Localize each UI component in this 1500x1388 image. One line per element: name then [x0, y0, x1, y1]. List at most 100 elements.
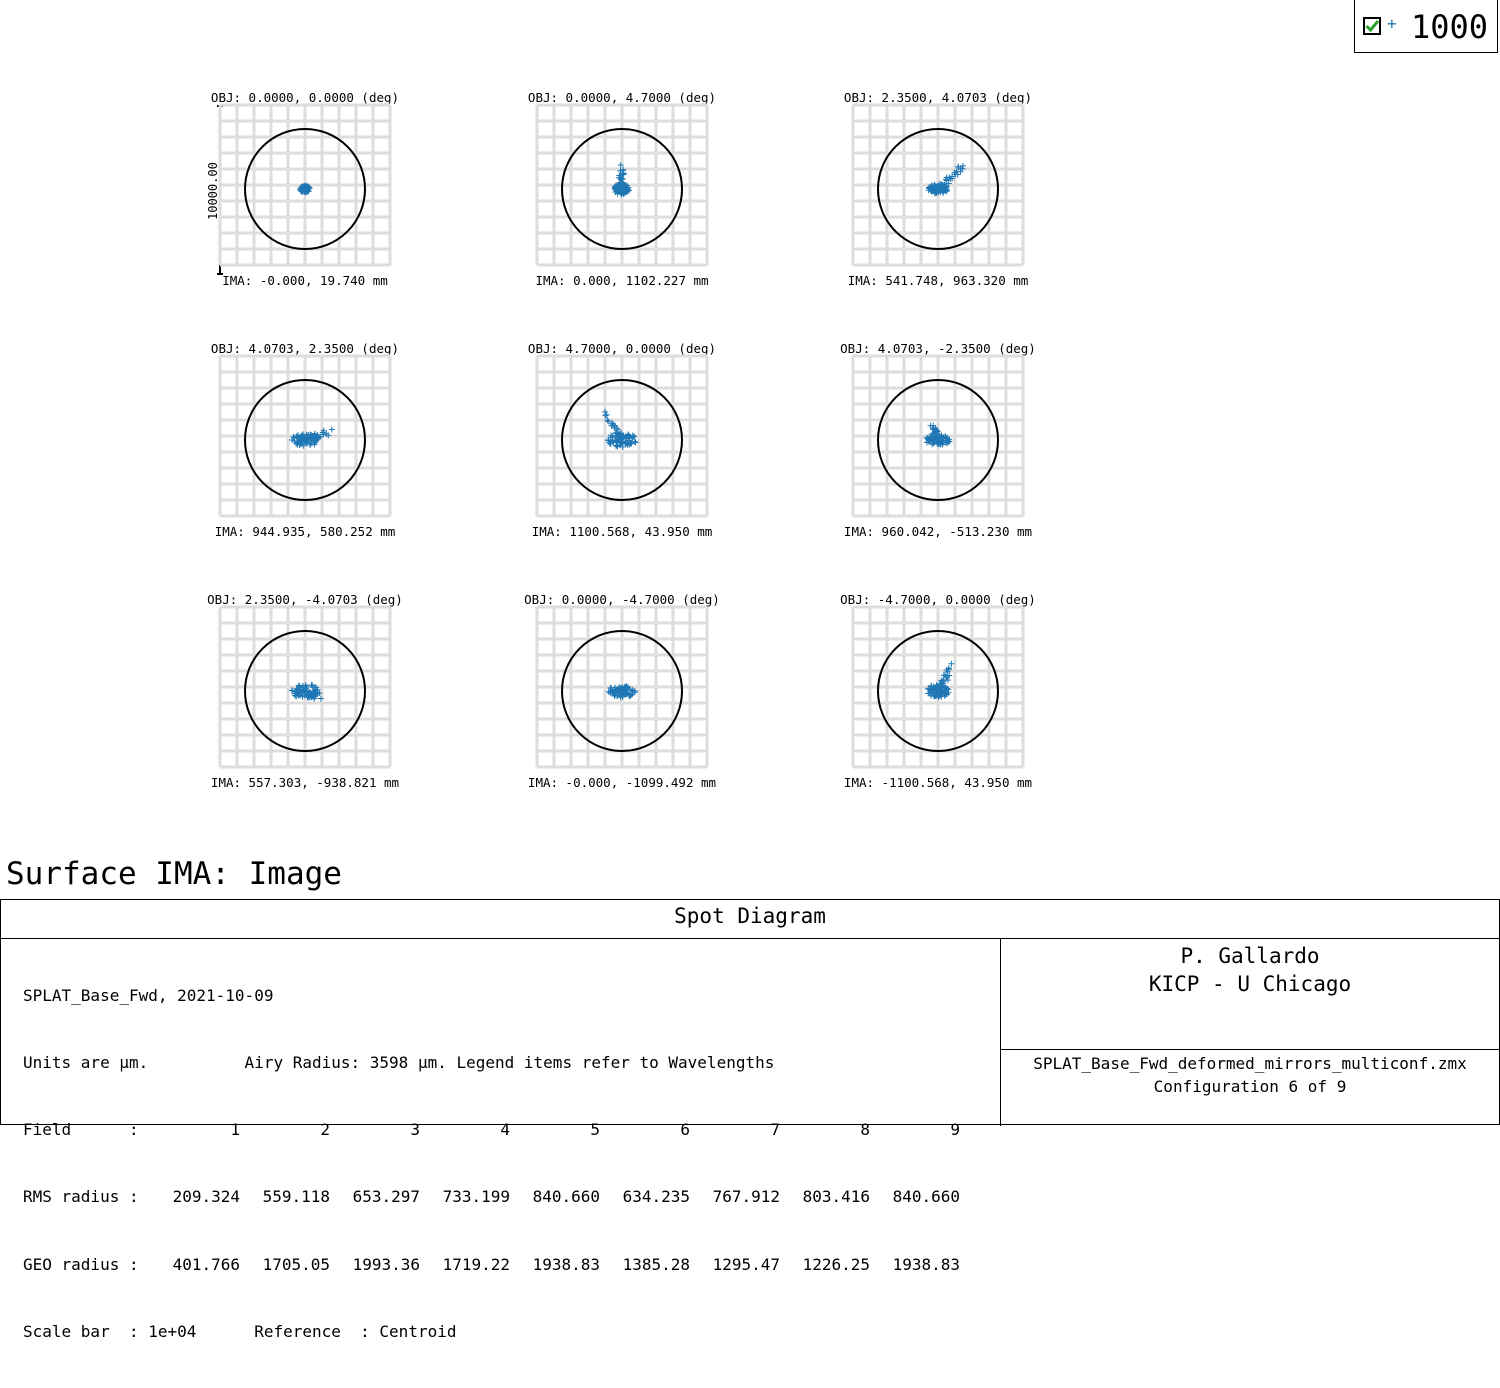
checkbox-checked-icon[interactable] — [1363, 17, 1381, 35]
spot-point — [620, 180, 627, 187]
spot-point — [613, 429, 620, 436]
ima-label: IMA: 541.748, 963.320 mm — [847, 273, 1029, 288]
spot-points — [925, 162, 966, 197]
geo-value-7: 1295.47 — [712, 1254, 780, 1274]
spot-point — [309, 682, 316, 689]
spot-point — [938, 677, 945, 684]
spot-plot — [851, 103, 1025, 267]
airy-circle — [561, 128, 683, 250]
spot-point — [933, 427, 940, 434]
spot-point — [609, 420, 616, 427]
spot-point — [942, 185, 949, 192]
spot-point — [934, 687, 941, 694]
ima-label: IMA: -0.000, -1099.492 mm — [527, 775, 717, 790]
spot-point — [623, 188, 630, 195]
spot-plot — [218, 605, 392, 769]
field-value-5: 5 — [590, 1120, 600, 1140]
spot-point — [301, 186, 308, 193]
spot-point — [623, 683, 630, 690]
configuration: Configuration 6 of 9 — [1153, 1077, 1347, 1096]
spot-point — [619, 182, 626, 189]
geo-label: GEO radius : — [23, 1254, 139, 1274]
field-value-7: 7 — [770, 1120, 780, 1140]
author-name: P. Gallardo — [1180, 944, 1320, 968]
spot-point — [616, 179, 623, 186]
spot-point — [302, 438, 309, 445]
spot-points — [923, 422, 953, 448]
spot-point — [605, 418, 612, 425]
surface-title: Surface IMA: Image — [6, 856, 342, 892]
spot-point — [923, 439, 930, 446]
spot-point — [302, 687, 309, 694]
spot-point — [948, 660, 955, 667]
spot-point — [609, 688, 616, 695]
spot-point — [946, 672, 953, 679]
spot-point — [928, 682, 935, 689]
legend-label: 1000 — [1411, 8, 1489, 46]
spot-point — [614, 443, 621, 450]
info-block: Spot Diagram SPLAT_Base_Fwd, 2021-10-09 … — [0, 899, 1500, 1341]
spot-point — [949, 173, 956, 180]
spot-point — [299, 183, 306, 190]
spot-points — [288, 682, 324, 702]
obj-label: OBJ: 4.7000, 0.0000 (deg) — [527, 341, 717, 356]
spot-point — [606, 439, 613, 446]
airy-circle — [877, 379, 999, 501]
field-value-9: 9 — [950, 1120, 960, 1140]
rms-value-1: 209.324 — [172, 1187, 240, 1207]
spot-point — [626, 432, 633, 439]
airy-circle — [244, 128, 366, 250]
ima-label: IMA: 0.000, 1102.227 mm — [535, 273, 709, 288]
spot-point — [943, 435, 950, 442]
spot-point — [305, 691, 312, 698]
divider — [1000, 1049, 1500, 1050]
spot-point — [295, 438, 302, 445]
divider — [1000, 938, 1001, 1126]
spot-point — [934, 185, 941, 192]
ima-label: IMA: -0.000, 19.740 mm — [222, 273, 388, 288]
spot-point — [612, 430, 619, 437]
geo-value-1: 401.766 — [172, 1254, 240, 1274]
spot-plot — [535, 103, 709, 267]
field-label: Field : — [23, 1120, 139, 1140]
spot-point — [944, 677, 951, 684]
spot-point — [631, 687, 638, 694]
spot-point — [308, 432, 315, 439]
airy-circle — [244, 630, 366, 752]
airy-circle — [244, 379, 366, 501]
spot-point — [927, 187, 934, 194]
spot-point — [603, 411, 610, 418]
spot-point — [309, 693, 316, 700]
spot-point — [941, 181, 948, 188]
spot-point — [953, 168, 960, 175]
field-value-6: 6 — [680, 1120, 690, 1140]
spot-point — [929, 431, 936, 438]
spot-point — [928, 184, 935, 191]
spot-point — [315, 435, 322, 442]
geo-value-9: 1938.83 — [892, 1254, 960, 1274]
field-values: 1 2 3 4 5 6 7 8 9 — [150, 1119, 960, 1141]
spot-plot — [535, 354, 709, 518]
author-block: P. Gallardo KICP - U Chicago — [1001, 942, 1499, 998]
info-line-2: Units are µm. Airy Radius: 3598 µm. Lege… — [23, 1053, 775, 1073]
spot-point — [930, 425, 937, 432]
spot-point — [618, 686, 625, 693]
rms-label: RMS radius : — [23, 1187, 139, 1207]
spot-point — [288, 687, 295, 694]
spot-point — [931, 181, 938, 188]
spot-points — [611, 161, 632, 198]
field-value-3: 3 — [410, 1120, 420, 1140]
spot-points — [297, 182, 313, 196]
spot-point — [943, 177, 950, 184]
spot-plot — [851, 605, 1025, 769]
spot-plot — [851, 354, 1025, 518]
spot-point — [294, 688, 301, 695]
spot-point — [618, 439, 625, 446]
ima-label: IMA: 960.042, -513.230 mm — [843, 524, 1033, 539]
spot-point — [295, 692, 302, 699]
legend-box: + 1000 — [1354, 0, 1498, 53]
spot-plot — [535, 605, 709, 769]
spot-plot — [218, 103, 392, 267]
field-value-8: 8 — [860, 1120, 870, 1140]
scale-bar-label: 10000.00 — [206, 162, 220, 220]
